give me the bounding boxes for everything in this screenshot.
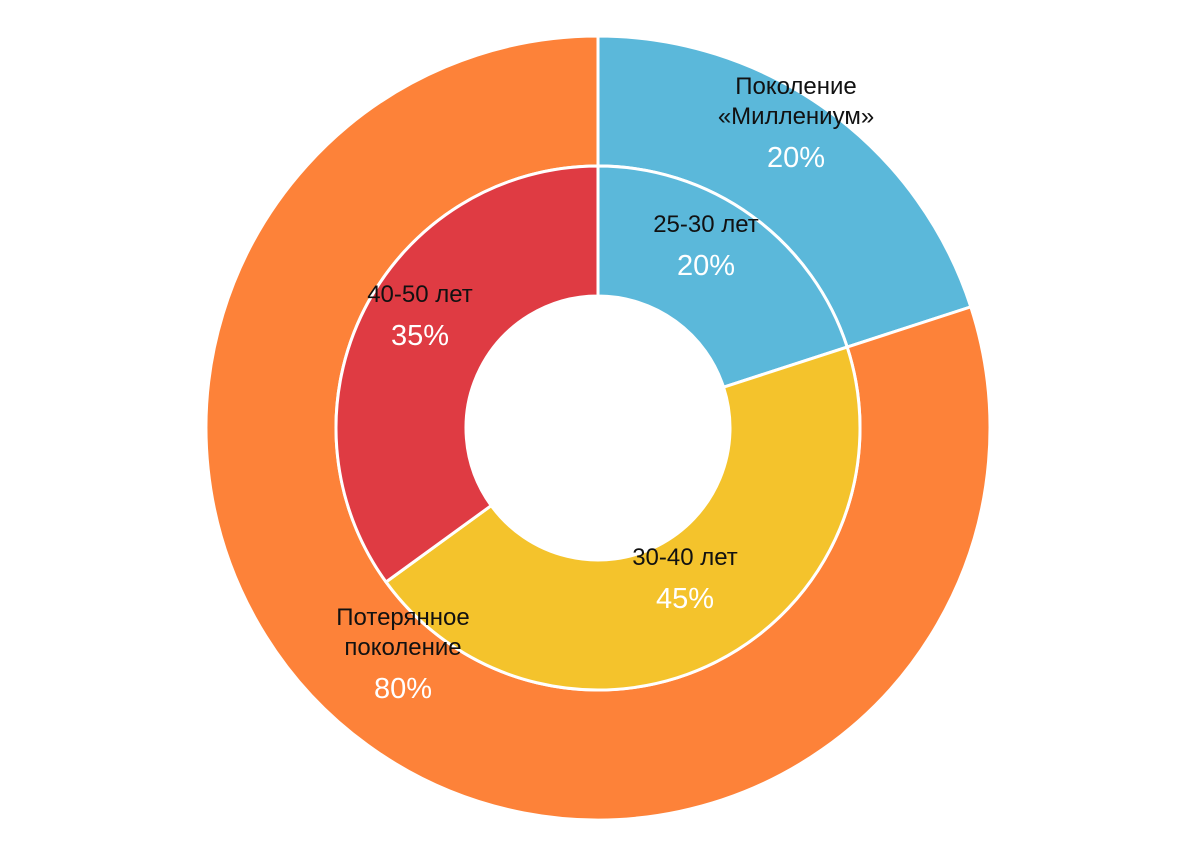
donut-segment <box>334 164 600 585</box>
value-label: 20% <box>766 142 826 174</box>
value-label: 80% <box>373 673 433 705</box>
value-label: 35% <box>390 320 450 352</box>
segment-label: 30-40 лет 45% <box>575 543 795 615</box>
segment-label: Потерянное поколение 80% <box>308 603 498 705</box>
value-label: 20% <box>676 250 736 282</box>
category-label: Потерянное поколение <box>336 604 470 661</box>
category-label: 25-30 лет <box>653 211 759 238</box>
segment-label: Поколение «Миллениум» 20% <box>701 72 891 174</box>
category-label: 30-40 лет <box>632 544 738 571</box>
segment-label: 40-50 лет 35% <box>310 280 530 352</box>
category-label: Поколение «Миллениум» <box>717 73 875 130</box>
donut-segment <box>383 345 862 692</box>
value-label: 45% <box>655 583 715 615</box>
category-label: 40-50 лет <box>367 281 473 308</box>
donut-segment <box>596 164 850 390</box>
segment-label: 25-30 лет 20% <box>596 210 816 282</box>
